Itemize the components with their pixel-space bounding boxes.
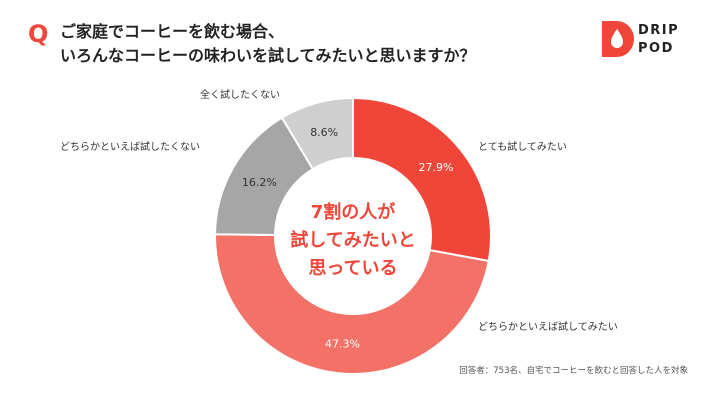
value-label-3: 16.2%: [242, 176, 277, 189]
donut-segment-1: [352, 96, 492, 263]
category-label-3: どちらかといえば試したくない: [60, 140, 200, 153]
question-mark-icon: Q: [28, 20, 49, 48]
drip-logo-icon: [602, 21, 634, 57]
footnote: 回答者：753名、自宅でコーヒーを飲むと回答した人を対象: [459, 366, 688, 376]
category-label-1: とても試してみたい: [478, 140, 567, 153]
logo-word-drip: DRIP: [638, 23, 680, 38]
question-line-2: いろんなコーヒーの味わいを試してみたいと思いますか？: [60, 46, 476, 65]
logo-word-pod: POD: [638, 41, 674, 56]
donut-segment-4: [280, 96, 354, 171]
drip-pod-logo: DRIP POD: [600, 20, 700, 60]
category-label-2: どちらかといえば試してみたい: [478, 320, 618, 333]
center-text-line-2: 試してみたいと: [290, 229, 415, 251]
donut-segment-2: [214, 233, 490, 375]
center-text-line-3: 思っている: [308, 258, 397, 279]
value-label-2: 47.3%: [325, 337, 360, 350]
category-label-4: 全く試したくない: [200, 88, 280, 101]
question-title: ご家庭でコーヒーを飲む場合、 いろんなコーヒーの味わいを試してみたいと思いますか…: [60, 20, 476, 68]
question-line-1: ご家庭でコーヒーを飲む場合、: [60, 22, 285, 41]
value-label-4: 8.6%: [310, 126, 338, 139]
center-text-line-1: 7割の人が: [311, 201, 396, 223]
value-label-1: 27.9%: [419, 161, 454, 174]
